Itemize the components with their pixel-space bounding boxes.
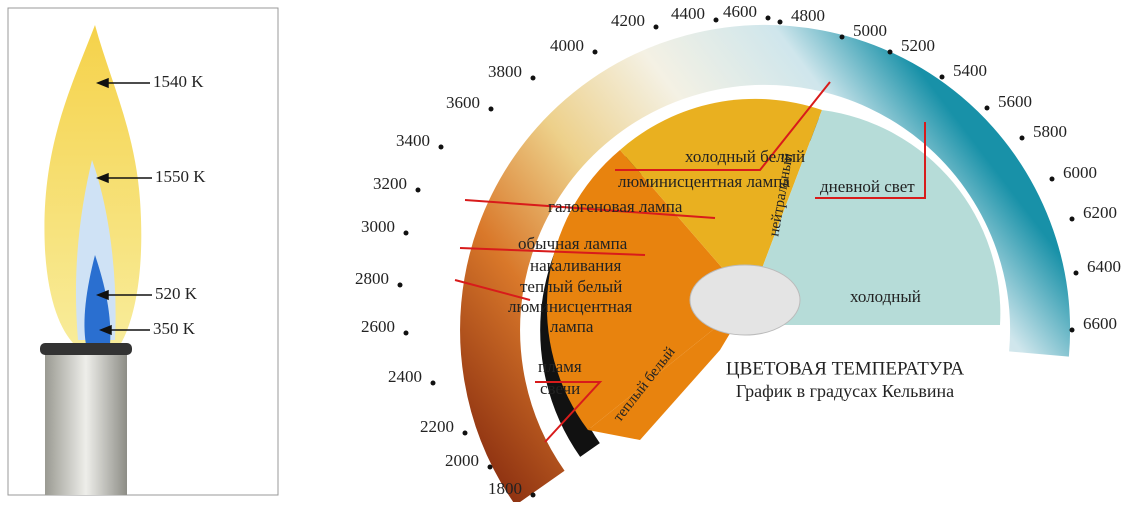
scale-tick-label: 5600 [998, 92, 1032, 111]
burner-tube [45, 355, 127, 495]
scale-tick-dot [1020, 136, 1025, 141]
scale-tick-dot [778, 20, 783, 25]
scale-tick-dot [531, 493, 536, 498]
scale-tick-dot [714, 18, 719, 23]
region-label: пламя [538, 357, 582, 376]
scale-tick-dot [488, 465, 493, 470]
scale-tick-dot [888, 50, 893, 55]
scale-tick-dot [1074, 271, 1079, 276]
scale-tick-dot [1070, 328, 1075, 333]
scale-tick-label: 4000 [550, 36, 584, 55]
scale-tick-label: 6200 [1083, 203, 1117, 222]
scale-tick-label: 5400 [953, 61, 987, 80]
title: ЦВЕТОВАЯ ТЕМПЕРАТУРА [726, 358, 965, 379]
scale-tick-label: 5800 [1033, 122, 1067, 141]
scale-tick-dot [404, 331, 409, 336]
region-label: теплый белый [520, 277, 622, 296]
scale-tick-dot [1050, 177, 1055, 182]
scale-tick-dot [593, 50, 598, 55]
scale-tick-dot [463, 431, 468, 436]
scale-tick-label: 3600 [446, 93, 480, 112]
scale-tick-label: 2800 [355, 269, 389, 288]
scale-tick-dot [416, 188, 421, 193]
scale-tick-dot [940, 75, 945, 80]
region-label: накаливания [530, 256, 621, 275]
region-label: галогеновая лампа [548, 197, 683, 216]
flame-label: 1550 K [155, 167, 206, 186]
scale-tick-dot [489, 107, 494, 112]
scale-tick-dot [654, 25, 659, 30]
scale-tick-dot [1070, 217, 1075, 222]
scale-tick-dot [439, 145, 444, 150]
scale-tick-dot [766, 16, 771, 21]
scale-tick-label: 4200 [611, 11, 645, 30]
scale-tick-label: 2200 [420, 417, 454, 436]
region-label: холодный [850, 287, 921, 306]
region-label: свечи [540, 379, 580, 398]
center-disc [690, 265, 800, 335]
scale-tick-label: 2600 [361, 317, 395, 336]
scale-tick-label: 4600 [723, 2, 757, 21]
region-label: дневной свет [820, 177, 915, 196]
scale-tick-label: 4800 [791, 6, 825, 25]
scale-tick-label: 6400 [1087, 257, 1121, 276]
region-label: лампа [550, 317, 594, 336]
scale-tick-label: 1800 [488, 479, 522, 498]
burner-ring [40, 343, 132, 355]
scale-tick-dot [404, 231, 409, 236]
scale-tick-label: 2000 [445, 451, 479, 470]
flame-label: 1540 K [153, 72, 204, 91]
scale-tick-dot [398, 283, 403, 288]
region-label: люминисцентная лампа [618, 172, 790, 191]
region-label: люминисцентная [508, 297, 632, 316]
scale-tick-dot [985, 106, 990, 111]
scale-tick-label: 5000 [853, 21, 887, 40]
scale-tick-label: 3400 [396, 131, 430, 150]
scale-tick-dot [431, 381, 436, 386]
scale-tick-label: 3200 [373, 174, 407, 193]
scale-tick-label: 3800 [488, 62, 522, 81]
subtitle: График в градусах Кельвина [736, 381, 954, 401]
scale-tick-label: 5200 [901, 36, 935, 55]
region-label: обычная лампа [518, 234, 628, 253]
scale-tick-label: 6000 [1063, 163, 1097, 182]
flame-label: 350 K [153, 319, 196, 338]
scale-tick-label: 6600 [1083, 314, 1117, 333]
scale-tick-dot [531, 76, 536, 81]
scale-tick-label: 4400 [671, 4, 705, 23]
diagram: 1540 K 1550 K 520 K 350 K 1800 2000 2200 24… [0, 0, 1124, 502]
flame-label: 520 K [155, 284, 198, 303]
scale-tick-label: 3000 [361, 217, 395, 236]
scale-tick-label: 2400 [388, 367, 422, 386]
scale-tick-dot [840, 35, 845, 40]
